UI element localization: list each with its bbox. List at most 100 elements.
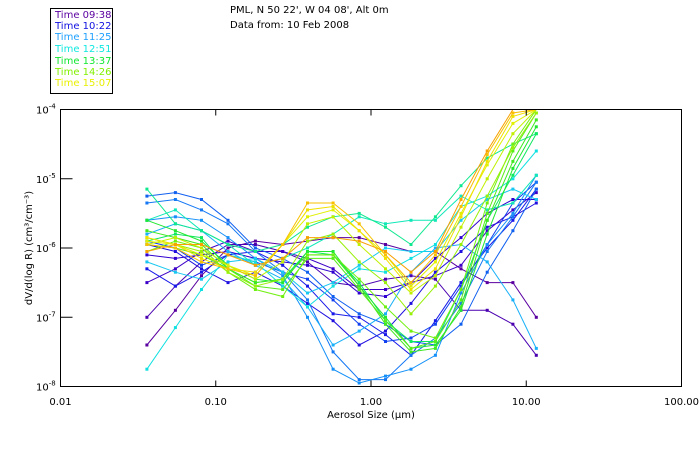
y-axis-label: dV/d(log R) (cm³/cm⁻³) — [24, 191, 35, 305]
legend-entry: Time 14:26 — [55, 67, 112, 78]
data-point — [534, 180, 538, 184]
data-point — [357, 211, 361, 215]
series-line-s17 — [146, 126, 537, 349]
data-point — [357, 267, 361, 271]
data-point — [200, 277, 203, 281]
data-point — [200, 260, 203, 264]
data-point — [281, 260, 285, 264]
y-tick-label: 10-4 — [36, 103, 56, 117]
data-point — [200, 236, 203, 240]
data-point — [331, 367, 335, 371]
data-point — [433, 215, 437, 219]
data-point — [511, 211, 515, 215]
data-point — [433, 246, 437, 250]
data-point — [511, 177, 515, 181]
x-axis-label: Aerosol Size (µm) — [327, 410, 415, 421]
data-point — [409, 243, 413, 246]
data-point — [409, 353, 413, 357]
data-point — [357, 315, 361, 319]
data-point — [357, 343, 361, 347]
data-point — [226, 243, 230, 246]
data-point — [357, 260, 361, 264]
data-point — [200, 256, 203, 260]
data-point — [281, 243, 285, 246]
data-point — [357, 322, 361, 326]
data-point — [145, 218, 149, 222]
series-line-s13 — [146, 150, 537, 370]
data-point — [459, 281, 463, 285]
data-point — [331, 350, 335, 354]
data-point — [433, 260, 437, 264]
data-point — [357, 291, 361, 295]
data-point — [384, 256, 387, 260]
data-point — [331, 284, 335, 288]
x-tick-label: 100.00 — [664, 397, 699, 408]
data-point — [511, 322, 515, 326]
data-point — [433, 346, 437, 350]
data-point — [253, 243, 257, 246]
data-point — [384, 315, 387, 319]
data-point — [306, 201, 309, 205]
data-point — [409, 301, 413, 305]
data-point — [485, 225, 489, 229]
data-point — [384, 322, 387, 326]
data-point — [200, 250, 203, 253]
data-point — [459, 298, 463, 302]
data-point — [173, 191, 177, 195]
data-point — [281, 295, 285, 298]
data-point — [226, 253, 230, 257]
chart-subtitle: Data from: 10 Feb 2008 — [230, 20, 350, 31]
series-line-s24 — [146, 109, 537, 291]
data-point — [306, 260, 309, 264]
data-point — [173, 222, 177, 226]
data-point — [306, 301, 309, 305]
data-point — [253, 274, 257, 278]
data-point — [173, 250, 177, 253]
data-point — [331, 250, 335, 253]
data-point — [253, 263, 257, 267]
data-point — [357, 215, 361, 219]
data-point — [173, 267, 177, 271]
data-point — [511, 159, 515, 163]
data-point — [433, 353, 437, 357]
data-point — [485, 246, 489, 250]
data-point — [534, 149, 538, 153]
data-point — [459, 288, 463, 291]
data-point — [145, 229, 149, 233]
data-point — [200, 263, 203, 267]
data-point — [485, 232, 489, 236]
data-point — [281, 270, 285, 274]
data-point — [485, 159, 489, 163]
data-point — [384, 288, 387, 291]
data-point — [511, 218, 515, 222]
data-point — [200, 288, 203, 291]
data-point — [145, 243, 149, 246]
data-point — [357, 284, 361, 288]
data-point — [331, 270, 335, 274]
series-line-s8 — [146, 188, 537, 346]
data-point — [534, 353, 538, 357]
legend-entry: Time 13:37 — [55, 56, 112, 67]
data-point — [534, 346, 538, 350]
data-point — [459, 236, 463, 240]
data-point — [534, 118, 538, 122]
data-point — [511, 298, 515, 302]
data-point — [331, 208, 335, 212]
data-point — [459, 184, 463, 188]
data-point — [331, 256, 335, 260]
x-tick-label: 10.00 — [512, 397, 541, 408]
data-point — [384, 340, 387, 343]
data-point — [306, 256, 309, 260]
data-point — [357, 236, 361, 240]
data-point — [173, 229, 177, 233]
data-point — [200, 246, 203, 250]
data-point — [331, 267, 335, 271]
data-point — [485, 260, 489, 264]
data-point — [459, 284, 463, 288]
data-point — [306, 250, 309, 253]
data-point — [534, 187, 538, 191]
data-point — [226, 270, 230, 274]
data-point — [145, 343, 149, 347]
data-point — [485, 149, 489, 153]
